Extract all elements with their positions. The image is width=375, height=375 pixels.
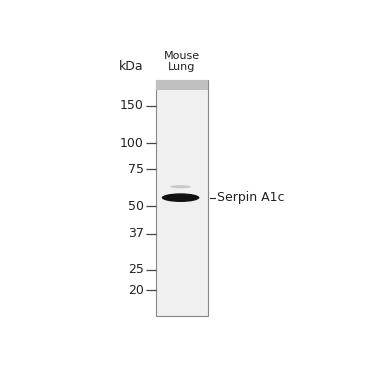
Text: kDa: kDa	[119, 60, 144, 73]
Text: Mouse
Lung: Mouse Lung	[164, 51, 200, 72]
Text: 37: 37	[128, 227, 144, 240]
Text: Serpin A1c: Serpin A1c	[217, 191, 284, 204]
Ellipse shape	[170, 185, 191, 188]
Ellipse shape	[162, 194, 200, 202]
Text: 75: 75	[128, 163, 144, 176]
Text: 25: 25	[128, 263, 144, 276]
Text: 100: 100	[120, 136, 144, 150]
Text: 150: 150	[120, 99, 144, 112]
Bar	[156, 80, 208, 316]
Bar	[156, 80, 208, 90]
Text: 20: 20	[128, 284, 144, 297]
Text: 50: 50	[128, 200, 144, 213]
